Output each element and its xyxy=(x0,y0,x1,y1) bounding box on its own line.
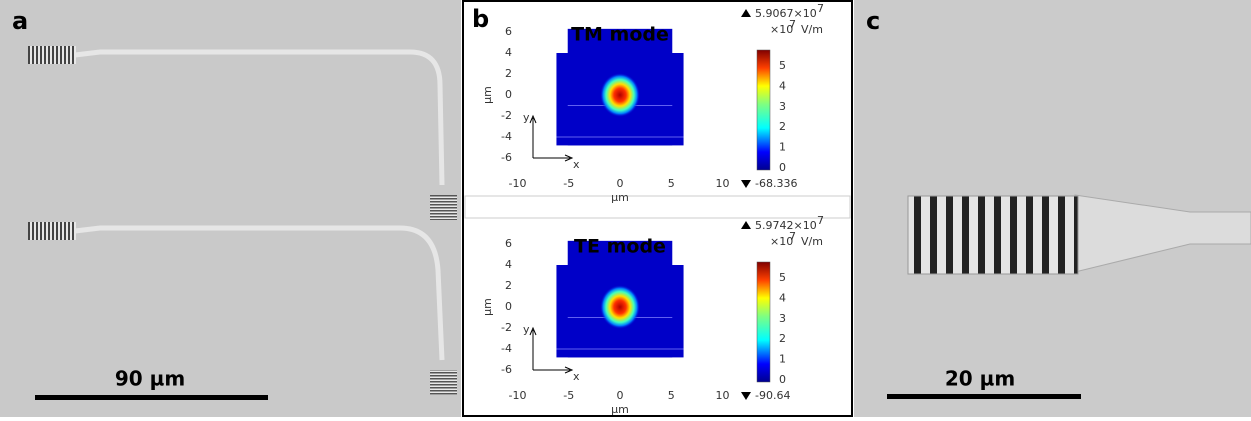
x-tick-label: -10 xyxy=(509,389,527,402)
axis-arrows xyxy=(529,114,574,162)
colorbar-tick-label: 1 xyxy=(779,353,786,366)
colorbar-tick-label: 0 xyxy=(779,373,786,386)
grating xyxy=(907,195,1079,275)
y-tick-label: 6 xyxy=(505,25,512,38)
panel-label: a xyxy=(12,7,28,35)
x-tick-label: 5 xyxy=(668,389,675,402)
y-tick-label: 2 xyxy=(505,279,512,292)
waveguides xyxy=(74,49,445,361)
unit-prefix: ×10 xyxy=(770,23,793,36)
y-tick-label: -4 xyxy=(501,130,512,143)
x-tick-label: -5 xyxy=(563,389,574,402)
plot-title: TM mode xyxy=(571,23,669,45)
field-spot xyxy=(600,73,640,117)
colorbar-tick-label: 2 xyxy=(779,120,786,133)
axis-arrows xyxy=(529,326,574,374)
axis-name: x xyxy=(573,158,580,171)
y-axis-label: µm xyxy=(481,298,494,316)
unit-exponent: 7 xyxy=(789,230,796,243)
colorbar-tick-label: 3 xyxy=(779,312,786,325)
grating xyxy=(28,222,76,240)
scale-bar-label: 20 µm xyxy=(945,367,1015,391)
panel-label: b xyxy=(472,5,489,33)
x-tick-label: 0 xyxy=(617,177,624,190)
colorbar-tick-label: 3 xyxy=(779,100,786,113)
colorbar-tick-label: 1 xyxy=(779,141,786,154)
x-axis-label: µm xyxy=(611,403,629,416)
grating xyxy=(28,46,76,64)
y-tick-label: 2 xyxy=(505,67,512,80)
divider xyxy=(464,195,851,219)
min-value: -68.336 xyxy=(755,177,797,190)
colorbar xyxy=(756,49,771,171)
y-tick-label: -2 xyxy=(501,109,512,122)
sem-background xyxy=(0,0,461,417)
y-tick-label: 6 xyxy=(505,237,512,250)
panel-label: c xyxy=(866,7,880,35)
min-value: -90.64 xyxy=(755,389,790,402)
unit: V/m xyxy=(801,235,823,248)
x-tick-label: 0 xyxy=(617,389,624,402)
panel-c: c 20 µm xyxy=(854,0,1251,417)
y-tick-label: -4 xyxy=(501,342,512,355)
axis-name: y xyxy=(523,323,530,336)
y-tick-label: 4 xyxy=(505,258,512,271)
scale-bar xyxy=(887,394,1081,399)
max-exponent: 7 xyxy=(817,214,824,227)
x-tick-label: -10 xyxy=(509,177,527,190)
y-tick-label: 0 xyxy=(505,300,512,313)
y-axis-label: µm xyxy=(481,86,494,104)
scale-bar-label: 90 µm xyxy=(115,367,185,391)
x-tick-label: 5 xyxy=(668,177,675,190)
axis-name: x xyxy=(573,370,580,383)
y-tick-label: -2 xyxy=(501,321,512,334)
colorbar-tick-label: 2 xyxy=(779,332,786,345)
y-tick-label: 0 xyxy=(505,88,512,101)
y-tick-label: -6 xyxy=(501,363,512,376)
plot-title: TE mode xyxy=(574,235,666,257)
max-exponent: 7 xyxy=(817,2,824,15)
x-tick-label: 10 xyxy=(716,177,730,190)
min-marker xyxy=(741,180,751,188)
x-tick-label: -5 xyxy=(563,177,574,190)
y-tick-label: -6 xyxy=(501,151,512,164)
colorbar-tick-label: 4 xyxy=(779,79,786,92)
unit-prefix: ×10 xyxy=(770,235,793,248)
scale-bar xyxy=(35,395,268,400)
max-marker xyxy=(741,9,751,17)
max-marker xyxy=(741,221,751,229)
grating xyxy=(430,195,457,220)
grating xyxy=(430,370,457,395)
unit: V/m xyxy=(801,23,823,36)
colorbar-tick-label: 5 xyxy=(779,59,786,72)
colorbar-tick-label: 5 xyxy=(779,271,786,284)
colorbar xyxy=(756,261,771,383)
y-tick-label: 4 xyxy=(505,46,512,59)
panel-a: a 90 µm xyxy=(0,0,461,417)
axis-name: y xyxy=(523,111,530,124)
min-marker xyxy=(741,392,751,400)
unit-exponent: 7 xyxy=(789,18,796,31)
max-value: 5.9742×10 xyxy=(755,219,817,232)
x-axis-label: µm xyxy=(611,191,629,204)
max-value: 5.9067×10 xyxy=(755,7,817,20)
x-tick-label: 10 xyxy=(716,389,730,402)
colorbar-tick-label: 4 xyxy=(779,291,786,304)
field-spot xyxy=(600,285,640,329)
colorbar-tick-label: 0 xyxy=(779,161,786,174)
